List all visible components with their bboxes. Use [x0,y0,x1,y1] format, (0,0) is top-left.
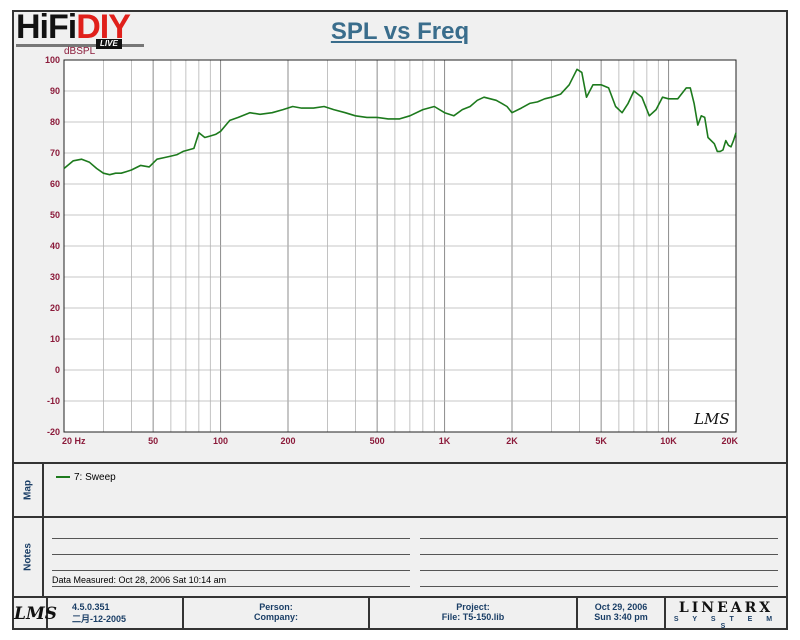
y-tick-label: 30 [50,272,60,282]
y-tick-label: 50 [50,210,60,220]
y-tick-label: 0 [55,365,60,375]
notes-line [52,586,410,587]
notes-line [420,570,778,571]
legend-entry-label: 7: Sweep [74,472,116,483]
person-label: Person: [259,602,293,612]
notes-line [52,570,410,571]
hifidiy-logo: HiFiDIY LIVE [16,10,146,50]
x-tick-label: 2K [506,436,518,446]
notes-panel: Notes Data Measured: Oct 28, 2006 Sat 10… [14,516,786,596]
notes-label-text: Notes [22,543,34,571]
linearx-logo: LINEARX [678,600,774,616]
footer-bar: LMS 4.5.0.351 二月-12-2005 Person: Company… [14,596,786,630]
x-tick-label: 100 [213,436,228,446]
print-time: Sun 3:40 pm [594,612,648,622]
x-tick-label: 20K [721,436,738,446]
x-tick-label: 1K [439,436,451,446]
footer-version-cell: 4.5.0.351 二月-12-2005 [48,598,184,630]
x-tick-label: 10K [660,436,677,446]
plot-border [63,59,737,433]
footer-brand-cell: LINEARX S Y S T E M S [666,598,786,630]
map-panel-label: Map [14,464,44,516]
series-layer [63,68,737,176]
logo-hifi-text: HiFi [16,8,77,46]
y-tick-label: -10 [47,396,60,406]
footer-person-cell: Person: Company: [184,598,370,630]
notes-line [52,538,410,539]
x-tick-label: 500 [370,436,385,446]
chart-title: SPL vs Freq [330,18,470,45]
linearx-systems-text: S Y S T E M S [673,616,779,630]
x-tick-label: 20 Hz [62,436,86,446]
lms-logo: LMS [14,604,58,624]
logo-live-badge: LIVE [96,39,122,49]
company-label: Company: [253,612,298,622]
x-tick-labels: 20 Hz 50 100 200 500 1K 2K 5K 10K 20K [62,436,738,446]
logo-diy-text: DIY [76,8,131,46]
y-tick-label: 100 [45,55,60,65]
notes-line [52,554,410,555]
lms-watermark: LMS [693,410,730,428]
notes-line [420,554,778,555]
y-axis-unit-label: dBSPL [64,46,96,57]
y-tick-label: 70 [50,148,60,158]
build-date-text: 二月-12-2005 [72,614,127,624]
chart-grid [64,60,736,432]
x-tick-label: 200 [280,436,295,446]
file-label: File: T5-150.lib [441,612,505,622]
series-line-sweep [63,68,737,176]
version-text: 4.5.0.351 [72,602,110,612]
map-label-text: Map [22,480,34,500]
footer-project-cell: Project: File: T5-150.lib [370,598,578,630]
map-panel: Map 7: Sweep [14,462,786,516]
y-tick-label: 20 [50,303,60,313]
footer-lms-cell: LMS [14,598,58,630]
x-tick-label: 5K [595,436,607,446]
data-measured-note: Data Measured: Oct 28, 2006 Sat 10:14 am [52,575,227,585]
legend-swatch [56,476,70,479]
notes-line [420,586,778,587]
y-tick-label: 10 [50,334,60,344]
y-tick-label: 40 [50,241,60,251]
y-tick-labels: -20 -10 0 10 20 30 40 50 60 70 80 90 100 [45,55,60,437]
notes-panel-label: Notes [14,518,44,596]
y-tick-label: 80 [50,117,60,127]
y-tick-label: 60 [50,179,60,189]
logo-underline [16,44,144,47]
y-tick-label: -20 [47,427,60,437]
print-date: Oct 29, 2006 [594,602,648,612]
notes-line [420,538,778,539]
footer-date-cell: Oct 29, 2006 Sun 3:40 pm [578,598,666,630]
project-label: Project: [456,602,490,612]
legend-entry: 7: Sweep [56,472,116,483]
y-tick-label: 90 [50,86,60,96]
x-tick-label: 50 [148,436,158,446]
